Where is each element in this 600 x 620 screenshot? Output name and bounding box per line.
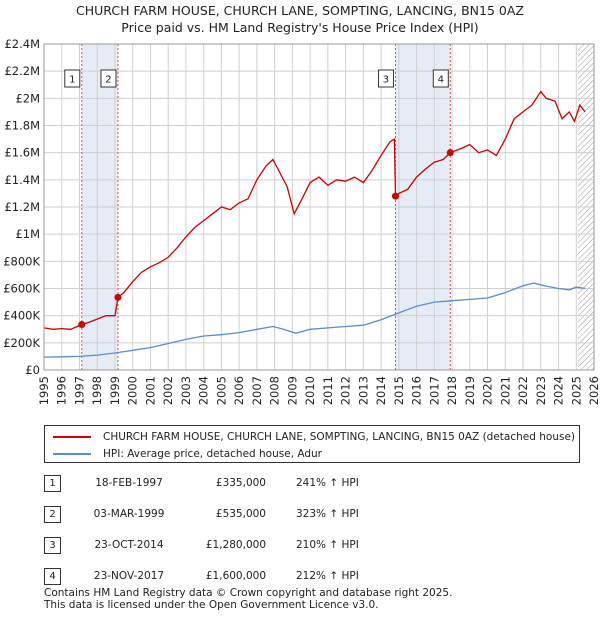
y-tick-label: £800K xyxy=(3,254,40,268)
sale-hpi-change: 212% ↑ HPI xyxy=(296,570,359,582)
table-row: 4 23-NOV-2017 £1,600,000 212% ↑ HPI xyxy=(44,568,464,586)
property-price-line xyxy=(43,90,586,330)
legend-item-property: CHURCH FARM HOUSE, CHURCH LANE, SOMPTING… xyxy=(53,429,575,445)
sale-number-badge: 1 xyxy=(44,475,61,492)
x-tick-label: 2011 xyxy=(321,376,335,405)
sale-hpi-change: 241% ↑ HPI xyxy=(296,477,359,489)
plot-border xyxy=(43,43,595,371)
x-tick-label: 2017 xyxy=(427,376,441,405)
table-row: 1 18-FEB-1997 £335,000 241% ↑ HPI xyxy=(44,475,464,493)
sale-date: 18-FEB-1997 xyxy=(95,477,163,489)
y-tick-label: £2.4M xyxy=(4,37,40,51)
sale-hpi-change: 210% ↑ HPI xyxy=(296,539,359,551)
x-tick-label: 2013 xyxy=(356,376,370,405)
x-tick-label: 2012 xyxy=(339,376,353,405)
y-tick-label: £2M xyxy=(15,91,40,105)
sale-price: £535,000 xyxy=(215,508,266,520)
x-tick-label: 2004 xyxy=(197,376,211,405)
sale-price: £335,000 xyxy=(215,477,266,489)
sale-point xyxy=(114,293,122,301)
x-tick-label: 2005 xyxy=(214,376,228,405)
x-tick-label: 1995 xyxy=(37,376,51,405)
legend-label-property: CHURCH FARM HOUSE, CHURCH LANE, SOMPTING… xyxy=(103,431,576,443)
x-tick-label: 2006 xyxy=(232,376,246,405)
sale-price: £1,600,000 xyxy=(205,570,266,582)
sale-point xyxy=(446,149,454,157)
footer-copyright: Contains HM Land Registry data © Crown c… xyxy=(44,587,453,599)
x-tick-label: 1997 xyxy=(72,376,86,405)
sale-number-badge: 2 xyxy=(44,506,61,523)
x-tick-label: 2002 xyxy=(161,376,175,405)
x-tick-label: 2016 xyxy=(410,376,424,405)
sale-date: 23-OCT-2014 xyxy=(94,539,164,551)
sale-label-box xyxy=(64,69,81,88)
x-tick-label: 2001 xyxy=(143,376,157,405)
x-tick-label: 2007 xyxy=(250,376,264,405)
x-tick-label: 1996 xyxy=(55,376,69,405)
table-row: 3 23-OCT-2014 £1,280,000 210% ↑ HPI xyxy=(44,537,464,555)
y-tick-label: £1.8M xyxy=(4,119,40,133)
x-tick-label: 2018 xyxy=(445,376,459,405)
x-tick-label: 2010 xyxy=(303,376,317,405)
footer-license: This data is licensed under the Open Gov… xyxy=(44,599,379,611)
x-tick-label: 1998 xyxy=(90,376,104,405)
legend-swatch-property xyxy=(53,436,91,438)
x-tick-label: 1999 xyxy=(108,376,122,405)
y-tick-label: £1M xyxy=(15,227,40,241)
x-tick-label: 2019 xyxy=(463,376,477,405)
x-tick-label: 2024 xyxy=(552,376,566,405)
sale-label-box xyxy=(432,69,449,88)
y-tick-label: £1.2M xyxy=(4,200,40,214)
chart-legend: CHURCH FARM HOUSE, CHURCH LANE, SOMPTING… xyxy=(44,425,580,463)
chart-subtitle: Price paid vs. HM Land Registry's House … xyxy=(121,20,479,35)
footer: Contains HM Land Registry data © Crown c… xyxy=(44,587,452,611)
sale-hpi-change: 323% ↑ HPI xyxy=(296,508,359,520)
x-tick-label: 2008 xyxy=(268,376,282,405)
sale-label: 1 xyxy=(69,75,75,86)
y-tick-label: £1.4M xyxy=(4,173,40,187)
y-tick-label: £0 xyxy=(25,363,40,377)
price-chart: £0 £200K £400K £600K £800K £1M £1.2M £1.4M £1.6M… xyxy=(3,37,600,405)
x-tick-label: 2021 xyxy=(498,376,512,405)
x-tick-label: 2015 xyxy=(392,376,406,405)
x-tick-label: 2009 xyxy=(285,376,299,405)
chart-title: CHURCH FARM HOUSE, CHURCH LANE, SOMPTING… xyxy=(76,3,524,18)
x-tick-label: 2022 xyxy=(516,376,530,405)
sale-point xyxy=(391,192,399,200)
y-tick-label: £400K xyxy=(3,309,40,323)
sale-label: 3 xyxy=(383,75,389,86)
sale-label: 2 xyxy=(105,75,111,86)
sale-price: £1,280,000 xyxy=(205,539,266,551)
sale-label-box xyxy=(377,69,394,88)
x-tick-label: 2023 xyxy=(534,376,548,405)
x-tick-label: 2026 xyxy=(587,376,600,405)
legend-item-hpi: HPI: Average price, detached house, Adur xyxy=(53,446,322,462)
sale-label-box xyxy=(100,69,117,88)
x-tick-label: 2020 xyxy=(481,376,495,405)
y-tick-label: £1.6M xyxy=(4,146,40,160)
y-tick-label: £200K xyxy=(3,336,40,350)
sale-label: 4 xyxy=(438,75,444,86)
y-tick-label: £2.2M xyxy=(4,64,40,78)
sale-point xyxy=(78,320,86,328)
legend-label-hpi: HPI: Average price, detached house, Adur xyxy=(103,448,323,460)
hpi-line xyxy=(43,282,586,358)
x-tick-label: 2025 xyxy=(569,376,583,405)
sale-date: 03-MAR-1999 xyxy=(93,508,165,520)
sale-number-badge: 4 xyxy=(44,568,61,585)
sale-number-badge: 3 xyxy=(44,537,61,554)
table-row: 2 03-MAR-1999 £535,000 323% ↑ HPI xyxy=(44,506,464,524)
x-tick-label: 2014 xyxy=(374,376,388,405)
y-tick-label: £600K xyxy=(3,282,40,296)
sale-date: 23-NOV-2017 xyxy=(93,570,165,582)
x-tick-label: 2003 xyxy=(179,376,193,405)
legend-swatch-hpi xyxy=(53,453,91,455)
x-tick-label: 2000 xyxy=(126,376,140,405)
